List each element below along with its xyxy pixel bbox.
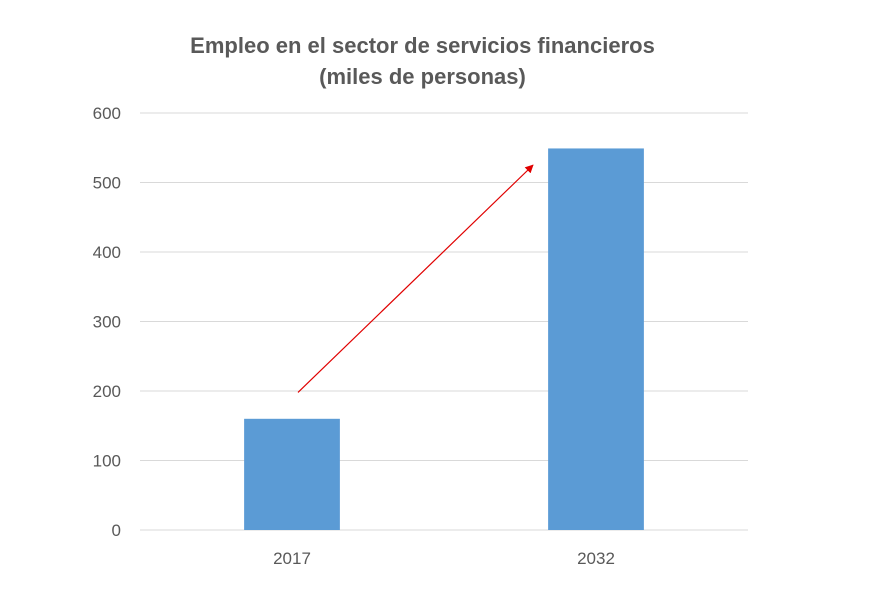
y-tick-label: 300 — [93, 313, 121, 332]
x-axis-tick-labels: 2017 2032 — [273, 549, 615, 568]
chart-title: Empleo en el sector de servicios financi… — [0, 30, 845, 92]
x-tick-label: 2017 — [273, 549, 311, 568]
annotations — [297, 164, 534, 393]
y-tick-label: 100 — [93, 452, 121, 471]
y-tick-label: 200 — [93, 382, 121, 401]
bars — [244, 148, 644, 530]
chart-title-line-2: (miles de personas) — [319, 64, 526, 89]
y-axis-tick-labels: 0 100 200 300 400 500 600 — [93, 104, 121, 540]
growth-arrow — [297, 164, 534, 393]
bar-2017 — [244, 418, 340, 530]
y-tick-label: 500 — [93, 174, 121, 193]
y-tick-label: 400 — [93, 243, 121, 262]
x-tick-label: 2032 — [577, 549, 615, 568]
y-tick-label: 600 — [93, 104, 121, 123]
chart-title-line-1: Empleo en el sector de servicios financi… — [190, 33, 655, 58]
bar-2032 — [548, 148, 644, 530]
y-tick-label: 0 — [112, 521, 121, 540]
gridlines — [140, 112, 748, 531]
